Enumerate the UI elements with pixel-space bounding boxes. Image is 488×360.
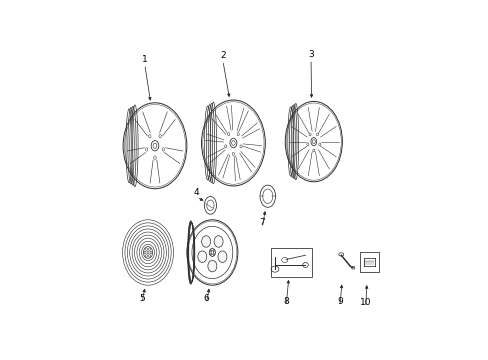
- Text: 7: 7: [259, 218, 264, 227]
- Text: 9: 9: [336, 297, 342, 306]
- Ellipse shape: [207, 260, 216, 272]
- Text: 1: 1: [142, 55, 147, 64]
- Ellipse shape: [201, 236, 210, 247]
- Ellipse shape: [197, 251, 206, 262]
- Text: 5: 5: [139, 294, 144, 303]
- Text: 3: 3: [307, 50, 313, 59]
- Text: 2: 2: [220, 51, 225, 60]
- Bar: [359, 252, 378, 272]
- Ellipse shape: [218, 251, 226, 262]
- Text: 4: 4: [193, 188, 199, 197]
- Text: 6: 6: [203, 294, 209, 303]
- Text: 10: 10: [359, 298, 371, 307]
- Ellipse shape: [214, 236, 223, 247]
- Bar: [270, 248, 311, 277]
- Text: 8: 8: [283, 297, 288, 306]
